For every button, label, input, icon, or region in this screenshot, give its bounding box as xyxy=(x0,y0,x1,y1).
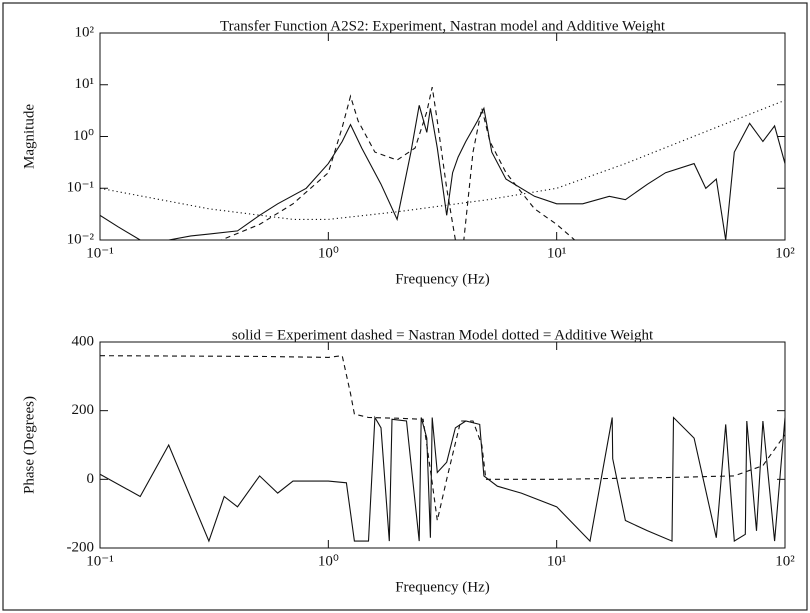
x-axis-label: Frequency (Hz) xyxy=(395,579,490,595)
y-tick-label: 10² xyxy=(75,24,95,40)
x-tick-label: 10⁰ xyxy=(318,245,339,261)
x-tick-label: 10⁻¹ xyxy=(86,245,113,261)
y-axis-label: Phase (Degrees) xyxy=(21,396,37,494)
chart-title: Transfer Function A2S2: Experiment, Nast… xyxy=(220,18,666,34)
x-tick-label: 10¹ xyxy=(547,553,567,569)
y-tick-label: 10¹ xyxy=(75,76,95,92)
y-tick-label: 10⁻¹ xyxy=(67,180,94,196)
series-line xyxy=(100,105,785,240)
y-axis-label: Magnitude xyxy=(21,104,37,169)
x-tick-label: 10¹ xyxy=(547,245,567,261)
plot-area xyxy=(99,341,786,549)
y-tick-label: 400 xyxy=(72,333,95,349)
x-tick-label: 10² xyxy=(775,553,795,569)
x-tick-label: 10⁰ xyxy=(318,553,339,569)
x-tick-label: 10² xyxy=(775,245,795,261)
y-tick-label: -200 xyxy=(67,539,95,555)
plot-area xyxy=(99,32,786,241)
y-tick-label: 10⁰ xyxy=(73,128,94,144)
x-tick-label: 10⁻¹ xyxy=(86,553,113,569)
series-line xyxy=(219,86,576,240)
series-line xyxy=(100,99,785,220)
series-line xyxy=(100,415,785,543)
y-tick-label: 200 xyxy=(72,402,95,418)
series-line xyxy=(100,355,785,521)
chart-title: solid = Experiment dashed = Nastran Mode… xyxy=(232,327,654,343)
y-tick-label: 0 xyxy=(87,471,95,487)
y-tick-label: 10⁻² xyxy=(67,231,95,247)
x-axis-label: Frequency (Hz) xyxy=(395,271,490,287)
